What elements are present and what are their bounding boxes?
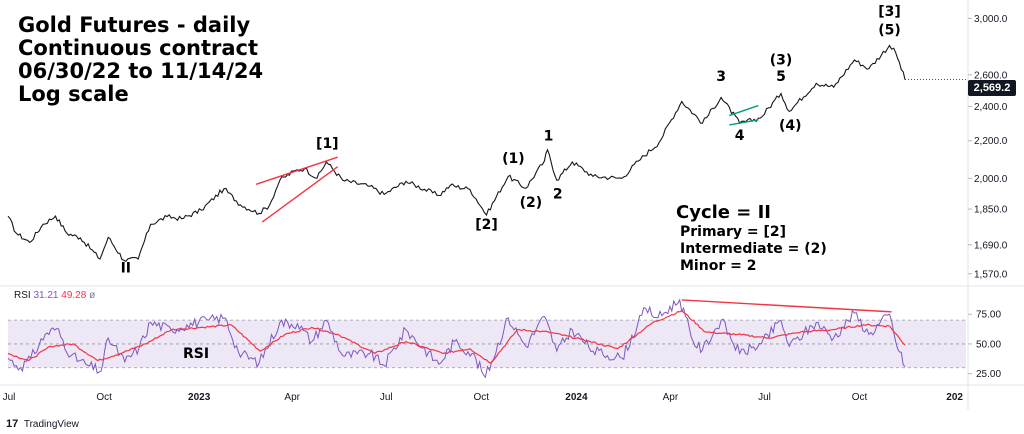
price-trendline <box>729 119 759 126</box>
time-tick-label: Jul <box>380 392 393 403</box>
time-tick-label: Apr <box>663 392 679 403</box>
wave-label: (3) <box>770 52 793 68</box>
time-tick-label: Jul <box>3 392 16 403</box>
tradingview-logo-text: TradingView <box>23 419 79 430</box>
chart-subtitle-scale: Log scale <box>18 82 129 106</box>
price-trendline <box>261 166 339 223</box>
price-series-line <box>7 44 906 263</box>
chart-title-block: Gold Futures - daily Continuous contract… <box>18 14 263 106</box>
price-tick-label: 2,400.0 <box>974 102 1008 113</box>
wave-label: 4 <box>735 128 745 144</box>
price-tick-label: 1,570.0 <box>974 269 1008 280</box>
wave-label: 1 <box>544 129 554 145</box>
rsi-value: 31.21 <box>33 290 59 301</box>
wave-label: [1] <box>316 136 339 152</box>
time-tick-label: Oct <box>852 392 868 403</box>
rsi-line <box>7 298 906 379</box>
wave-label: 3 <box>716 69 726 85</box>
wave-label: [3] <box>878 4 901 20</box>
price-trendline <box>729 104 759 117</box>
wave-label: (1) <box>502 151 525 167</box>
rsi-trendline <box>681 299 892 313</box>
rsi-tick-label: 75.00 <box>976 310 1001 321</box>
price-tick-label: 3,000.0 <box>974 14 1008 25</box>
rsi-ma-value: 49.28 <box>61 290 87 301</box>
time-tick-label: 2024 <box>565 392 588 403</box>
last-price-tag: 2,569.2 <box>968 80 1016 96</box>
rsi-ma-line <box>7 309 906 364</box>
price-tick-label: 2,200.0 <box>974 136 1008 147</box>
price-tick-label: 2,000.0 <box>974 174 1008 185</box>
wave-label: (5) <box>878 22 901 38</box>
time-tick-label: 2023 <box>188 392 211 403</box>
wave-label: 2 <box>553 187 563 203</box>
wave-label: 5 <box>776 69 786 85</box>
rsi-header-label: RSI <box>14 290 31 301</box>
tradingview-logo[interactable]: 17 TradingView <box>6 418 79 430</box>
wave-label: [2] <box>475 217 498 233</box>
rsi-tick-label: 25.00 <box>976 369 1001 380</box>
time-tick-label: 202 <box>946 392 963 403</box>
price-tick-label: 1,850.0 <box>974 205 1008 216</box>
chart-subtitle-contract: Continuous contract <box>18 36 258 60</box>
wave-label: (4) <box>779 118 802 134</box>
rsi-na-value: ø <box>89 290 96 301</box>
price-tick-label: 1,690.0 <box>974 240 1008 251</box>
wave-legend: Cycle = II Primary = [2] Intermediate = … <box>676 202 827 275</box>
rsi-header: RSI 31.21 49.28 ø <box>14 290 95 301</box>
chart-title: Gold Futures - daily <box>18 13 251 37</box>
time-tick-label: Apr <box>284 392 300 403</box>
rsi-tick-label: 50.00 <box>976 339 1001 350</box>
wave-legend-minor: Minor = 2 <box>680 258 757 274</box>
time-tick-label: Oct <box>96 392 112 403</box>
tradingview-logo-icon: 17 <box>6 418 19 430</box>
price-tick-label: 2,600.0 <box>974 70 1008 81</box>
wave-label: II <box>121 261 131 277</box>
wave-label: (2) <box>520 195 543 211</box>
wave-legend-main: Cycle = II <box>676 202 772 223</box>
time-tick-label: Oct <box>474 392 490 403</box>
price-trendline <box>255 156 338 185</box>
wave-legend-primary: Primary = [2] <box>680 224 787 240</box>
chart-subtitle-dates: 06/30/22 to 11/14/24 <box>18 59 264 83</box>
wave-legend-intermediate: Intermediate = (2) <box>680 241 827 257</box>
rsi-panel-label: RSI <box>183 346 209 362</box>
time-tick-label: Jul <box>758 392 771 403</box>
